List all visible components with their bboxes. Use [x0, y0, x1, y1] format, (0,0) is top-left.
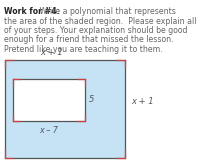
Text: the area of the shaded region.  Please explain all: the area of the shaded region. Please ex…	[4, 16, 196, 25]
Bar	[13, 79, 85, 121]
Text: x + 1: x + 1	[41, 48, 63, 57]
Text: Pretend like you are teaching it to them.: Pretend like you are teaching it to them…	[4, 45, 163, 54]
Text: of your steps. Your explanation should be good: of your steps. Your explanation should b…	[4, 26, 188, 35]
Bar	[5, 60, 125, 158]
Text: x – 7: x – 7	[40, 126, 58, 135]
Text: 5: 5	[89, 96, 94, 104]
Text: Write a polynomial that represents: Write a polynomial that represents	[37, 7, 176, 16]
Text: Work for #4:: Work for #4:	[4, 7, 60, 16]
Text: x + 1: x + 1	[131, 97, 154, 106]
Text: enough for a friend that missed the lesson.: enough for a friend that missed the less…	[4, 36, 174, 44]
